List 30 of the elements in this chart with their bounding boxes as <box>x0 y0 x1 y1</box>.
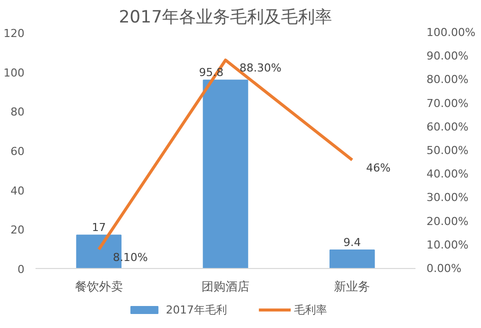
y2-tick-label: 50.00% <box>426 144 468 157</box>
data-label: 9.4 <box>343 236 361 250</box>
y-tick-label: 120 <box>4 27 25 40</box>
data-label: 46% <box>366 161 391 174</box>
x-tick-label: 团购酒店 <box>202 280 250 294</box>
data-label: 17 <box>92 221 106 234</box>
bar <box>202 80 248 268</box>
x-tick-label: 新业务 <box>334 280 370 294</box>
y2-tick-label: 80.00% <box>426 73 468 86</box>
y2-tick-label: 100.00% <box>426 26 476 39</box>
legend-label: 2017年毛利 <box>166 304 227 316</box>
y2-tick-label: 70.00% <box>426 96 468 110</box>
y2-tick-label: 30.00% <box>426 191 468 204</box>
y-tick-label: 0 <box>18 263 24 276</box>
y-tick-label: 20 <box>10 224 25 237</box>
y2-tick-label: 90.00% <box>426 50 468 63</box>
legend-label: 毛利率 <box>294 304 327 316</box>
bar <box>330 250 375 268</box>
y2-tick-label: 0.00% <box>426 262 462 275</box>
x-tick-label: 餐饮外卖 <box>74 280 123 294</box>
y2-tick-label: 10.00% <box>426 238 468 252</box>
y-tick-label: 80 <box>10 106 25 119</box>
y2-tick-label: 20.00% <box>426 214 468 228</box>
y-tick-label: 40 <box>10 184 25 198</box>
y-tick-label: 100 <box>4 66 25 80</box>
chart-title: 2017年各业务毛利及毛利率 <box>118 8 332 28</box>
y2-tick-label: 40.00% <box>426 168 468 181</box>
y2-tick-label: 60.00% <box>426 120 468 134</box>
data-label: 88.30% <box>240 62 282 75</box>
y-tick-label: 60 <box>10 145 25 158</box>
